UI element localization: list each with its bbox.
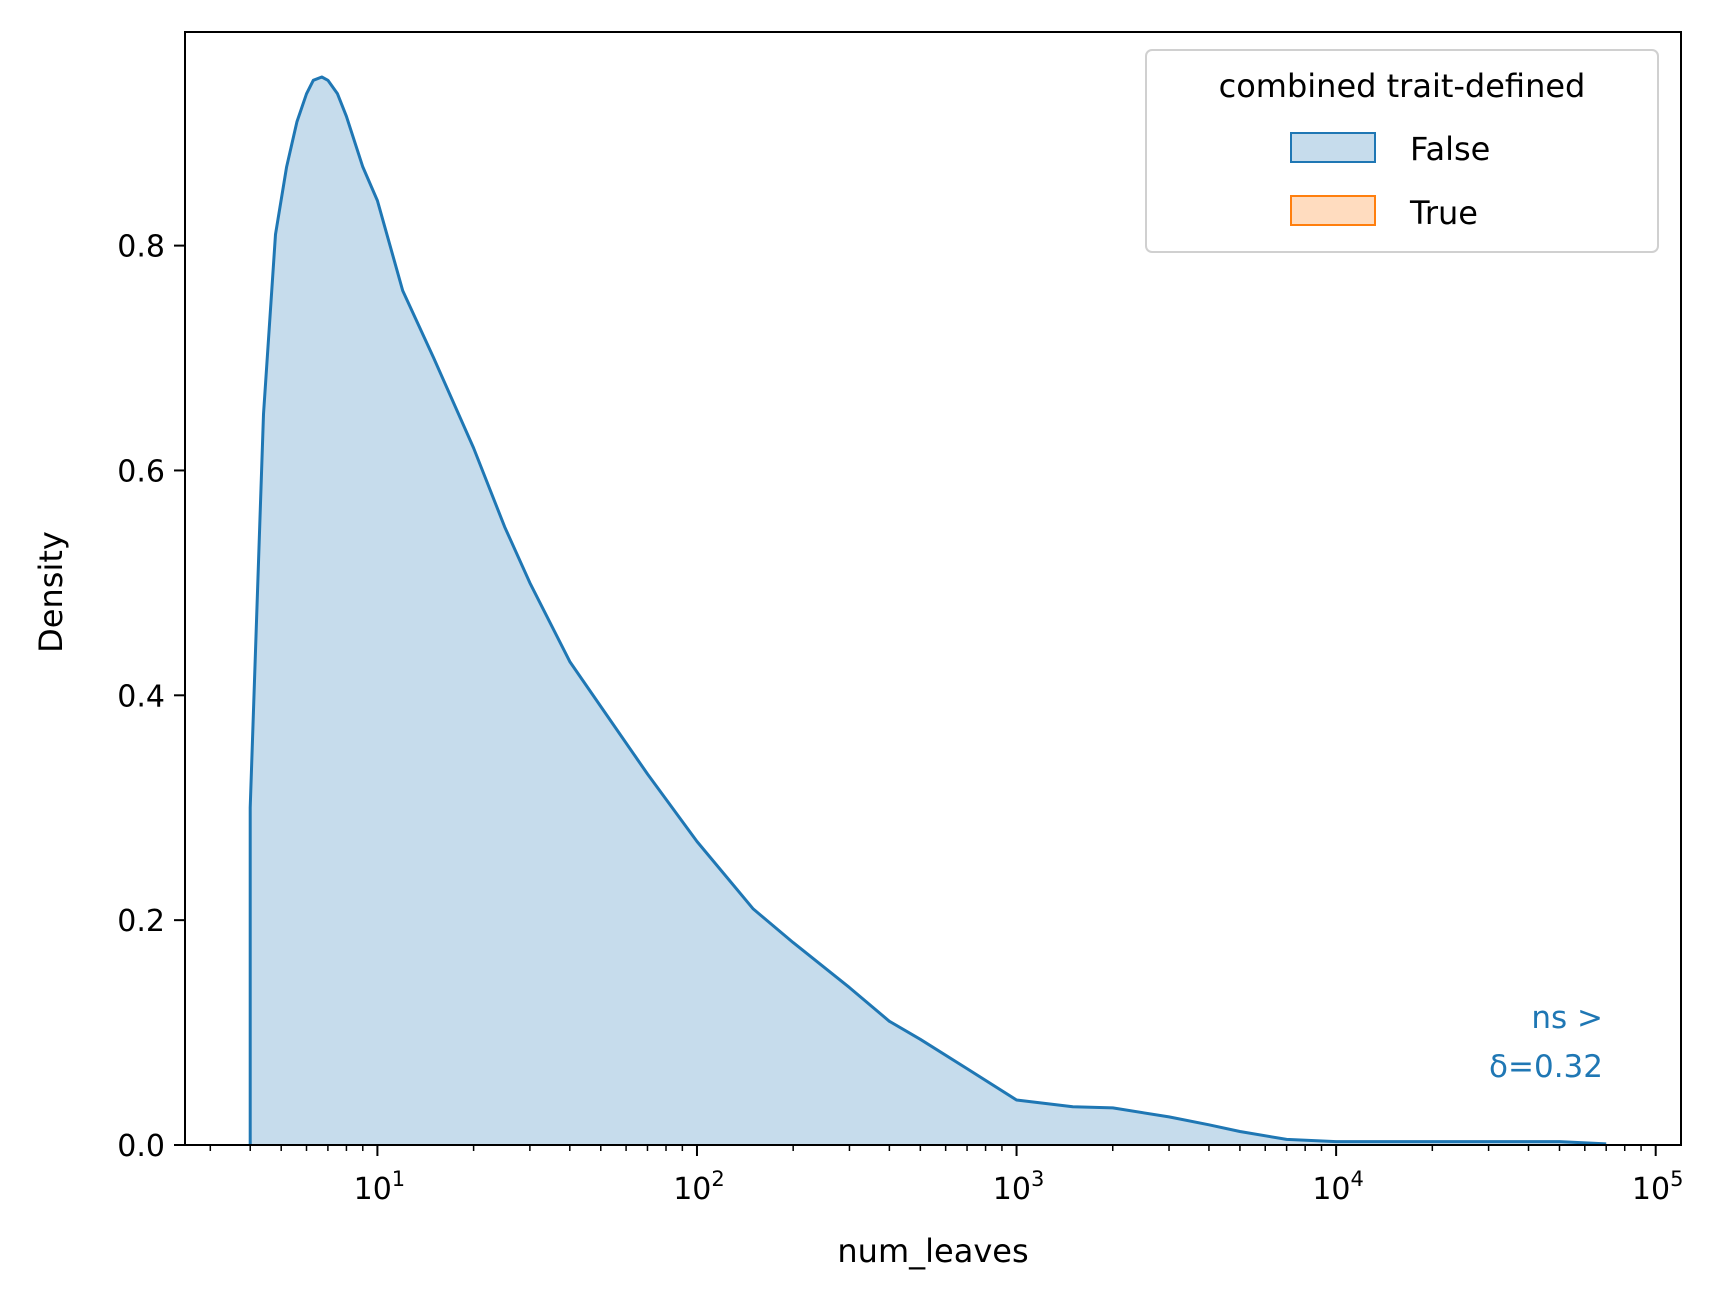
legend-label-true: True <box>1409 194 1478 232</box>
legend-frame <box>1145 49 1659 253</box>
legend-swatch-true <box>1290 195 1376 226</box>
series-area-false <box>250 77 1607 1145</box>
x-tick-label: 101 <box>354 1167 406 1207</box>
y-axis-label: Density <box>32 531 70 653</box>
x-axis-label: num_leaves <box>837 1232 1028 1270</box>
series-line-false <box>248 75 1607 1146</box>
y-tick-label: 0.0 <box>117 1129 165 1164</box>
y-tick-label: 0.8 <box>117 230 165 265</box>
x-tick-label: 105 <box>1632 1167 1684 1207</box>
x-tick-label: 103 <box>993 1167 1045 1207</box>
x-axis: 101 102 103 104 105 <box>209 1145 1684 1207</box>
y-axis: 0.0 0.2 0.4 0.6 0.8 <box>117 230 185 1164</box>
y-tick-label: 0.4 <box>117 679 165 714</box>
annotation-line-2: δ=0.32 <box>1489 1049 1603 1085</box>
legend-label-false: False <box>1410 130 1490 168</box>
annotation-line-1: ns > <box>1531 1000 1603 1036</box>
plot-area <box>248 75 1607 1146</box>
x-tick-label: 102 <box>673 1167 725 1207</box>
legend-swatch-false <box>1290 132 1376 163</box>
x-tick-label: 104 <box>1312 1167 1364 1207</box>
legend: combined trait-defined False True <box>1145 49 1659 253</box>
y-tick-label: 0.2 <box>117 904 165 939</box>
legend-title: combined trait-defined <box>1219 67 1586 105</box>
significance-annotation: ns > δ=0.32 <box>1489 1000 1603 1085</box>
y-tick-label: 0.6 <box>117 454 165 489</box>
plot-frame <box>184 31 1682 1146</box>
